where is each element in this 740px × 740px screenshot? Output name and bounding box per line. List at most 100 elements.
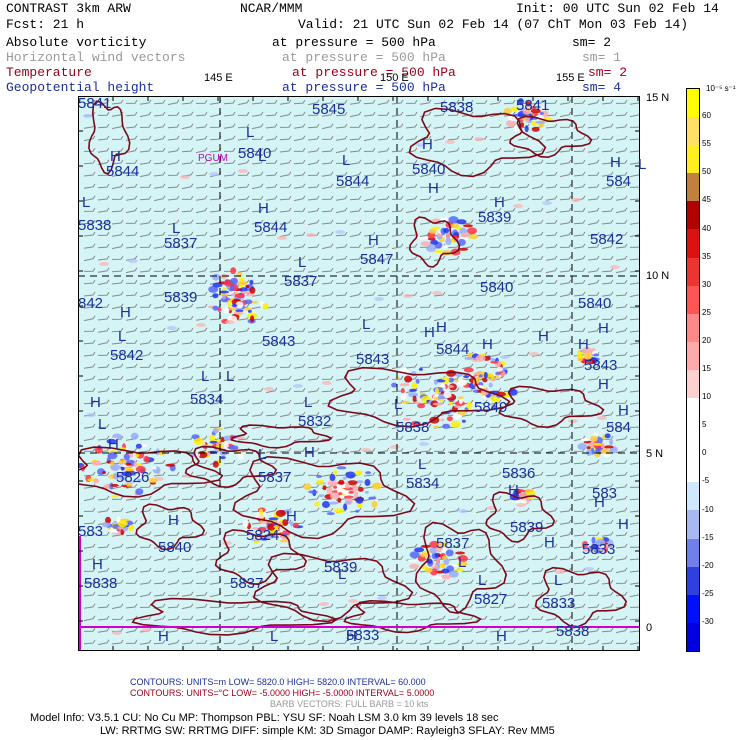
vorticity-cell (258, 520, 269, 524)
wind-barb (601, 231, 614, 237)
wind-barb (559, 495, 572, 501)
wind-barb (237, 339, 250, 346)
vorticity-cell (268, 517, 279, 521)
wind-barb (153, 339, 166, 345)
wind-barb (279, 627, 292, 633)
wind-barb (461, 183, 474, 190)
wind-barb (139, 183, 152, 188)
wind-barb (307, 195, 320, 201)
vorticity-cell (209, 434, 216, 442)
wind-barb (279, 471, 292, 478)
wind-barb (433, 495, 446, 502)
vorticity-cell (152, 466, 157, 470)
wind-barb (125, 591, 138, 597)
wind-barb (349, 219, 362, 225)
wind-barb (167, 291, 180, 296)
wind-barb (419, 99, 432, 105)
wind-barb (545, 411, 558, 417)
wind-barb (475, 411, 488, 417)
wind-barb (615, 603, 628, 609)
wind-barb (237, 435, 250, 441)
wind-barb (279, 375, 292, 381)
wind-barb (139, 375, 152, 381)
wind-barb (433, 447, 446, 452)
height-label: 5837 (284, 273, 318, 290)
vorticity-cell (345, 500, 352, 504)
wind-barb (279, 639, 292, 645)
wind-barb (587, 267, 600, 273)
temperature-contour (408, 107, 547, 178)
vorticity-cell (343, 495, 354, 499)
vorticity-streak (251, 538, 261, 542)
wind-barb (97, 387, 110, 393)
height-label: 5839 (164, 289, 198, 306)
wind-barb (335, 603, 348, 609)
wind-barb (377, 495, 390, 501)
wind-barb (307, 123, 320, 129)
wind-barb (125, 327, 138, 334)
wind-barb (251, 195, 264, 200)
wind-barb (489, 267, 502, 273)
wind-barb (251, 279, 264, 285)
wind-barb (447, 363, 460, 369)
vorticity-cell (338, 479, 345, 485)
wind-barb (139, 543, 152, 548)
map-canvas (78, 96, 640, 651)
vorticity-cell (602, 454, 611, 458)
wind-barb (573, 507, 586, 512)
wind-barb (573, 363, 586, 369)
wind-barb (601, 483, 614, 490)
wind-barb (419, 459, 432, 465)
wind-barb (573, 615, 586, 622)
vorticity-streak (500, 355, 510, 359)
wind-barb (237, 471, 250, 476)
field-level-temperature: at pressure = 500 hPa (292, 65, 456, 80)
wind-barb (321, 231, 334, 237)
wind-barb (419, 639, 432, 645)
wind-barb (517, 459, 530, 466)
wind-barb (279, 339, 292, 345)
wind-barb (153, 291, 166, 297)
wind-barb (223, 363, 236, 369)
vorticity-cell (409, 388, 417, 392)
wind-barb (517, 351, 530, 356)
wind-barb (433, 99, 446, 105)
contours-temperature-info: CONTOURS: UNITS=°C LOW= -5.0000 HIGH= -5… (130, 688, 435, 698)
lon-label-155: 155 E (556, 72, 585, 84)
wind-barb (531, 267, 544, 273)
wind-barb (461, 531, 474, 537)
vorticity-cell (123, 453, 130, 461)
colorbar-segment (687, 426, 699, 455)
wind-barb (265, 483, 278, 489)
wind-barb (559, 639, 572, 645)
wind-barb (307, 243, 320, 249)
wind-barb (489, 183, 502, 188)
wind-barb (251, 159, 264, 165)
wind-barb (153, 219, 166, 225)
wind-barb (139, 483, 152, 488)
wind-barb (195, 411, 208, 417)
wind-barb (335, 447, 348, 454)
wind-barb (111, 147, 124, 153)
wind-barb (223, 99, 236, 105)
wind-barb (587, 639, 600, 646)
wind-barb (195, 339, 208, 344)
wind-barb (125, 483, 138, 489)
wind-barb (181, 399, 194, 405)
wind-barb (349, 435, 362, 441)
height-label: 5833 (346, 627, 380, 644)
wind-barb (531, 435, 544, 440)
wind-barb (349, 591, 362, 598)
wind-barb (363, 159, 376, 165)
wind-barb (559, 507, 572, 513)
wind-barb (377, 291, 390, 296)
low-marker: L (258, 446, 267, 463)
wind-barb (335, 207, 348, 214)
wind-barb (265, 627, 278, 634)
wind-barb (307, 351, 320, 356)
wind-barb (265, 639, 278, 644)
wind-barb (363, 339, 376, 345)
wind-barb (391, 255, 404, 260)
wind-barb (195, 423, 208, 429)
wind-barb (83, 591, 96, 597)
